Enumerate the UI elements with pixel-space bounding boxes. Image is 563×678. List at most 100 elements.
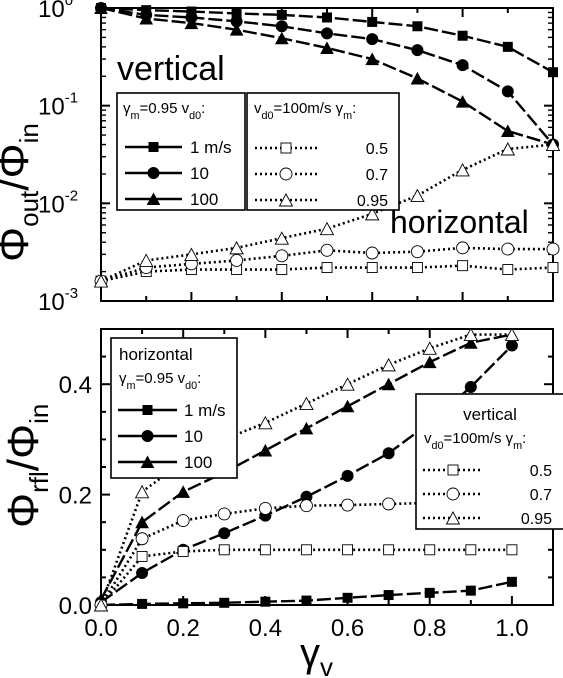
data-point (275, 20, 288, 33)
data-point (455, 95, 470, 108)
legend-entry-label: 100 (184, 453, 212, 472)
data-point (274, 31, 289, 45)
data-point (456, 241, 470, 255)
data-point (411, 262, 423, 274)
legend-entry-label: 0.95 (357, 193, 388, 210)
data-point (502, 41, 513, 52)
series-line (100, 548, 512, 606)
data-point (275, 249, 289, 263)
legend-title-part: : (201, 100, 205, 117)
data-point (322, 12, 332, 23)
data-point (365, 246, 379, 260)
x-tick-label: 1.0 (495, 615, 528, 642)
y-tick-base: 10 (38, 94, 65, 121)
bottom-y-axis-label-text: Φrfl/Φin (0, 404, 54, 528)
data-point (500, 124, 515, 138)
data-point (138, 253, 154, 267)
data-point (276, 9, 287, 20)
x-tick-label: 0.4 (249, 615, 282, 642)
data-point (500, 142, 516, 156)
data-point (184, 16, 199, 30)
y-tick-exp: -3 (65, 285, 78, 302)
legend-entry-label: 0.5 (530, 463, 552, 480)
y-tick-base: 10 (38, 289, 65, 316)
y-tick-label: 10-3 (38, 285, 78, 316)
data-point (366, 33, 379, 46)
top-series-horizontal-05 (95, 260, 559, 287)
xlabel-sub: v (320, 652, 333, 678)
legend-title-part: d0 (432, 440, 444, 452)
legend-entry-label: 0.7 (530, 487, 552, 504)
top-legend-left: γm=0.95 vd0: 1 m/s 10 100 (116, 92, 246, 211)
top-legend-right: vd0=100m/s γm: 0.5 0.7 0.95 (246, 92, 400, 211)
data-point (340, 399, 355, 413)
data-point (218, 544, 230, 556)
legend-title-part: γ (123, 100, 131, 117)
data-point (300, 499, 313, 513)
data-point (422, 355, 437, 369)
legend-box (246, 92, 400, 211)
legend-entry-label: 10 (190, 164, 209, 183)
legend-entry-marker (148, 142, 159, 152)
top-panel: 10-310-210-1100verticalhorizontalΦout/Φi… (0, 0, 561, 316)
data-point (410, 71, 425, 85)
legend-title-part: =0.95 v (136, 370, 186, 387)
data-point (381, 377, 396, 391)
data-point (412, 21, 423, 32)
legend-title-part: m (127, 380, 136, 392)
data-point (319, 221, 335, 236)
data-point (465, 544, 477, 556)
data-point (258, 443, 273, 457)
data-point (136, 566, 149, 579)
annotation-horizontal: horizontal (390, 204, 529, 240)
legend-title-part: : (522, 430, 526, 447)
legend-title: γm=0.95 vd0: (123, 100, 205, 122)
data-point (258, 501, 272, 515)
data-point (506, 576, 517, 587)
data-point (299, 421, 314, 435)
data-point (410, 188, 425, 203)
legend-entry-label: 10 (184, 427, 203, 446)
legend-entry-marker (142, 405, 153, 415)
data-point (465, 585, 476, 596)
data-point (411, 44, 424, 57)
data-point (546, 242, 560, 256)
y-tick-base: 10 (38, 191, 65, 218)
data-point (410, 245, 424, 259)
legend-heading: horizontal (119, 345, 193, 364)
data-point (93, 274, 109, 288)
data-point (139, 11, 154, 25)
legend-title-part: =100m/s γ (444, 430, 514, 447)
data-point (506, 544, 518, 556)
legend-entry-label: 0.7 (366, 167, 388, 184)
bottom-y-axis-label: Φrfl/Φin (0, 404, 54, 528)
legend-entry-marker (146, 192, 161, 205)
legend-entry-marker (147, 167, 160, 179)
data-point (260, 596, 271, 607)
data-point (177, 546, 189, 557)
series-line (100, 264, 554, 283)
legend-title-part: : (197, 370, 201, 387)
bottom-series-horizontal-1ms (96, 576, 517, 610)
y-tick-label: 10-2 (38, 187, 78, 218)
data-point (381, 357, 396, 372)
ylabel-sep: /Φ (0, 424, 48, 471)
series-line (100, 344, 513, 604)
data-point (457, 260, 469, 272)
ylabel-sep: /Φ (0, 143, 38, 190)
legend-title-part: d0 (189, 110, 201, 122)
legend-entry-marker (445, 511, 461, 525)
legend-entry-marker (140, 455, 155, 468)
legend-title: vd0=100m/s γm: (254, 100, 356, 122)
data-point (217, 507, 231, 521)
legend-title: vd0=100m/s γm: (424, 430, 526, 452)
data-point (299, 396, 314, 410)
x-tick-label: 0.2 (166, 615, 199, 642)
data-point (422, 341, 437, 355)
legend-entry-label: 0.5 (366, 141, 388, 158)
legend-entry-marker (446, 487, 460, 501)
series-line (100, 143, 554, 283)
legend-box (116, 92, 246, 211)
data-point (501, 85, 514, 98)
